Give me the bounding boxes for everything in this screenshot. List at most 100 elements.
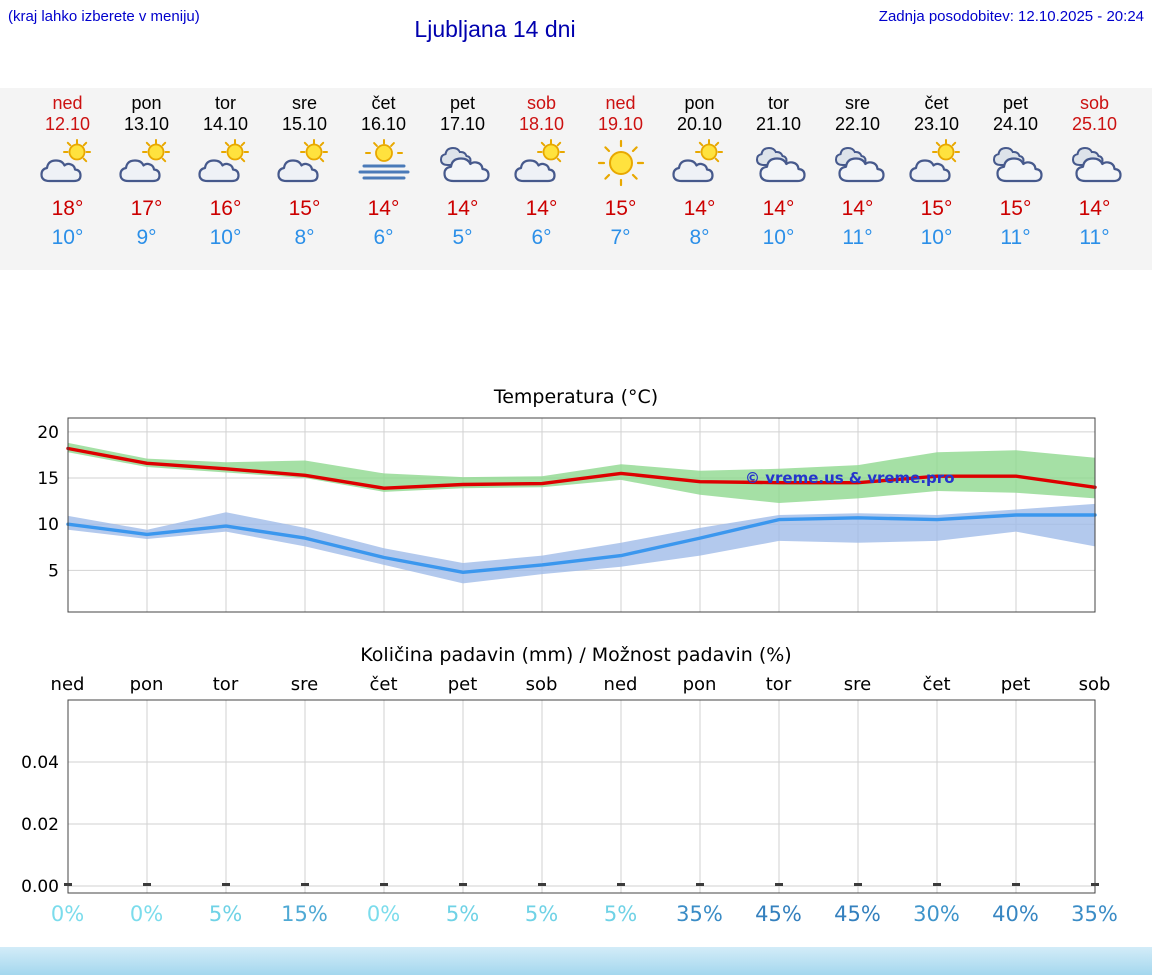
high-temp: 14° — [841, 197, 874, 220]
day-date: 13.10 — [123, 114, 170, 134]
high-temp: 15° — [920, 197, 953, 220]
precip-probability: 0% — [50, 902, 85, 926]
high-temp: 15° — [604, 197, 637, 220]
high-temp: 14° — [1078, 197, 1111, 220]
precip-day-label: čet — [369, 674, 398, 695]
precip-probability: 0% — [129, 902, 164, 926]
precip-day-label: ned — [50, 674, 85, 695]
day-name: pon — [131, 93, 162, 113]
temp-plot-border — [67, 417, 1096, 613]
high-temp: 14° — [446, 197, 479, 220]
day-name: čet — [924, 93, 949, 113]
watermark-text: © vreme.us & vreme.pro — [745, 469, 955, 487]
high-temp: 14° — [525, 197, 558, 220]
precip-probability: 45% — [755, 902, 802, 926]
day-name: sre — [844, 93, 870, 113]
precip-probability: 30% — [913, 902, 960, 926]
forecast-day: pet 24.10 15° 11° — [976, 88, 1055, 270]
low-temp: 6° — [373, 226, 394, 249]
precip-bar — [222, 883, 230, 886]
high-temp: 17° — [130, 197, 163, 220]
cloudy-icon — [984, 138, 1048, 188]
day-name: ned — [605, 93, 636, 113]
precip-probability: 40% — [992, 902, 1039, 926]
precip-bar — [617, 883, 625, 886]
day-date: 25.10 — [1071, 114, 1118, 134]
precip-day-label: sre — [843, 674, 872, 695]
precip-chart-title: Količina padavin (mm) / Možnost padavin … — [360, 644, 792, 666]
partly-sunny-icon — [510, 138, 574, 188]
high-temp: 14° — [762, 197, 795, 220]
precip-day-label: čet — [922, 674, 951, 695]
precip-plot-border — [67, 699, 1096, 894]
high-temp: 16° — [209, 197, 242, 220]
sun-fog-icon — [352, 138, 416, 188]
day-date: 22.10 — [834, 114, 881, 134]
day-date: 16.10 — [360, 114, 407, 134]
precip-day-label: tor — [765, 674, 792, 695]
precip-bar — [143, 883, 151, 886]
day-date: 18.10 — [518, 114, 565, 134]
day-date: 24.10 — [992, 114, 1039, 134]
day-name: pet — [449, 93, 476, 113]
forecast-day: tor 14.10 16° 10° — [186, 88, 265, 270]
precip-day-label: sob — [525, 674, 558, 695]
precip-ytick-label: 0.00 — [21, 877, 59, 897]
precipitation-chart: 0.00 0.02 0.04 — [21, 699, 1099, 897]
day-name: pon — [684, 93, 715, 113]
forecast-day: ned 12.10 18° 10° — [28, 88, 107, 270]
day-name: tor — [214, 93, 236, 113]
low-temp: 8° — [294, 226, 315, 249]
partly-sunny-icon — [36, 138, 100, 188]
low-temp: 5° — [452, 226, 473, 249]
max-temperature-band — [68, 442, 1095, 503]
precip-day-label: pon — [129, 674, 164, 695]
day-name: ned — [52, 93, 83, 113]
forecast-day: ned 19.10 15° 7° — [581, 88, 660, 270]
forecast-day: pet 17.10 14° 5° — [423, 88, 502, 270]
precip-day-label: sob — [1078, 674, 1111, 695]
high-temp: 15° — [999, 197, 1032, 220]
precip-bar — [854, 883, 862, 886]
day-date: 15.10 — [281, 114, 328, 134]
low-temp: 9° — [136, 226, 157, 249]
precip-probability: 5% — [603, 902, 638, 926]
day-date: 17.10 — [439, 114, 486, 134]
precip-probability: 15% — [281, 902, 328, 926]
forecast-day: sre 22.10 14° 11° — [818, 88, 897, 270]
forecast-columns: ned 12.10 18° 10° pon 13.10 17° 9° tor 14.10 16… — [28, 88, 1134, 270]
precip-probability-row: 0% 0% 5% 15% 0% 5% 5% 5% 35% 45% 45% 30% 40% 35% — [28, 902, 1134, 926]
partly-sunny-icon — [273, 138, 337, 188]
low-temp: 7° — [610, 226, 631, 249]
temperature-chart-title: Temperatura (°C) — [493, 386, 659, 408]
high-temp: 14° — [683, 197, 716, 220]
day-date: 19.10 — [597, 114, 644, 134]
temp-ytick-label: 15 — [37, 469, 59, 489]
day-date: 21.10 — [755, 114, 802, 134]
max-temperature-line — [66, 446, 1097, 490]
temp-ytick-label: 20 — [37, 423, 59, 443]
day-date: 20.10 — [676, 114, 723, 134]
partly-sunny-icon — [668, 138, 732, 188]
sunny-icon — [589, 138, 653, 188]
precip-plot-area — [68, 700, 1095, 893]
forecast-day: tor 21.10 14° 10° — [739, 88, 818, 270]
day-name: sob — [526, 93, 557, 113]
precip-bar — [459, 883, 467, 886]
forecast-strip: ned 12.10 18° 10° pon 13.10 17° 9° tor 14.10 16… — [0, 88, 1152, 270]
day-name: pet — [1002, 93, 1029, 113]
precip-ytick-label: 0.02 — [21, 815, 59, 835]
low-temp: 6° — [531, 226, 552, 249]
menu-hint: (kraj lahko izberete v meniju) — [8, 8, 200, 25]
footer-bar — [0, 947, 1152, 975]
precip-bar — [301, 883, 309, 886]
precip-probability: 5% — [445, 902, 480, 926]
precip-probability: 5% — [208, 902, 243, 926]
precip-bar — [696, 883, 704, 886]
page-title: Ljubljana 14 dni — [414, 16, 576, 42]
day-name: čet — [371, 93, 396, 113]
low-temp: 10° — [920, 226, 953, 249]
precip-bar — [775, 883, 783, 886]
forecast-day: sre 15.10 15° 8° — [265, 88, 344, 270]
